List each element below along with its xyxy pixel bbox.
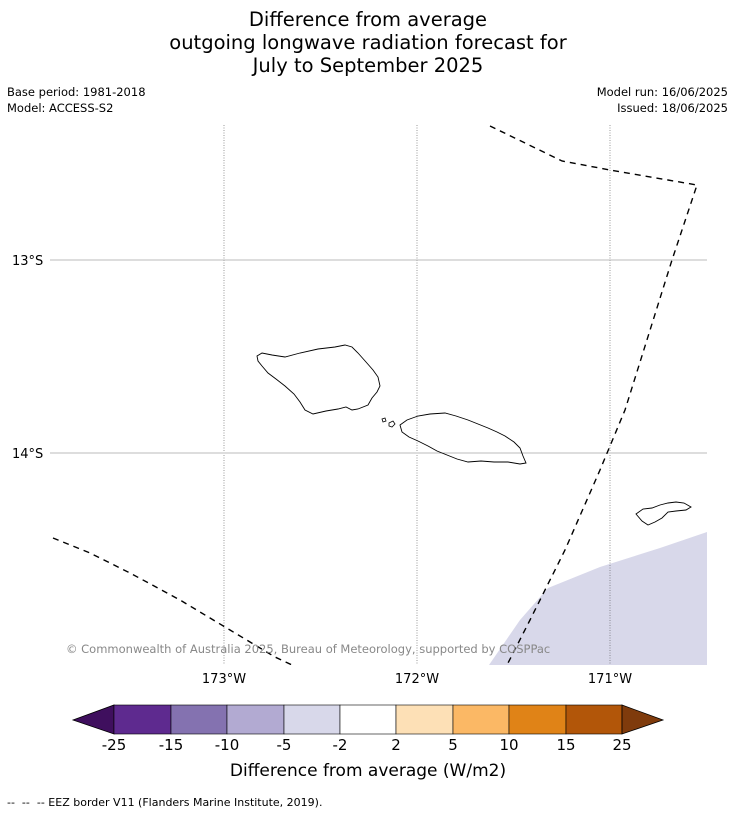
- colorbar-tick: 2: [391, 736, 401, 754]
- colorbar: [71, 704, 665, 735]
- meta-left: Base period: 1981-2018 Model: ACCESS-S2: [7, 84, 146, 116]
- colorbar-bin-2: [170, 704, 228, 735]
- colorbar-tick: -15: [158, 736, 184, 754]
- colorbar-bin-7: [452, 704, 510, 735]
- map-area: [50, 125, 707, 665]
- colorbar-tick: -10: [214, 736, 240, 754]
- model-name: Model: ACCESS-S2: [7, 101, 114, 115]
- colorbar-bin-4: [283, 704, 341, 735]
- meta-right: Model run: 16/06/2025 Issued: 18/06/2025: [597, 84, 728, 116]
- colorbar-label: Difference from average (W/m2): [229, 761, 507, 781]
- colorbar-bin-8: [508, 704, 567, 735]
- title-line-1: Difference from average: [248, 8, 488, 31]
- colorbar-bin-1: [113, 704, 172, 735]
- island-tutuila: [635, 501, 692, 526]
- copyright-notice: © Commonwealth of Australia 2025, Bureau…: [66, 642, 551, 656]
- eez-border-north-east: [489, 125, 698, 665]
- model-run-date: Model run: 16/06/2025: [596, 85, 728, 99]
- title-line-3: July to September 2025: [252, 54, 484, 77]
- island-manono: [388, 420, 396, 428]
- colorbar-tick: -2: [332, 736, 348, 754]
- olr-anomaly-region: [489, 532, 707, 665]
- colorbar-tick: -25: [101, 736, 127, 754]
- lon-label-172w: 172°W: [395, 672, 439, 687]
- island-apolima: [381, 417, 387, 423]
- colorbar-low-extend: [71, 704, 115, 735]
- lon-label-173w: 173°W: [202, 672, 246, 687]
- colorbar-tick: 25: [612, 736, 632, 754]
- colorbar-high-extend: [621, 704, 665, 735]
- eez-footnote: -- -- -- EEZ border V11 (Flanders Marine…: [7, 796, 323, 809]
- lat-label-14s: 14°S: [12, 447, 43, 462]
- title-line-2: outgoing longwave radiation forecast for: [169, 31, 567, 54]
- colorbar-bin-5: [339, 704, 397, 735]
- colorbar-tick: 5: [448, 736, 458, 754]
- island-upolu: [399, 412, 527, 465]
- base-period: Base period: 1981-2018: [7, 85, 146, 99]
- island-savaii: [256, 344, 381, 415]
- lon-label-171w: 171°W: [588, 672, 632, 687]
- lat-label-13s: 13°S: [12, 254, 43, 269]
- issued-date: Issued: 18/06/2025: [617, 101, 728, 115]
- colorbar-tick: 15: [556, 736, 576, 754]
- map-title: Difference from average outgoing longwav…: [0, 8, 736, 77]
- colorbar-bin-3: [226, 704, 285, 735]
- colorbar-bin-6: [395, 704, 454, 735]
- colorbar-tick: -5: [276, 736, 292, 754]
- colorbar-bin-9: [565, 704, 623, 735]
- colorbar-tick: 10: [499, 736, 519, 754]
